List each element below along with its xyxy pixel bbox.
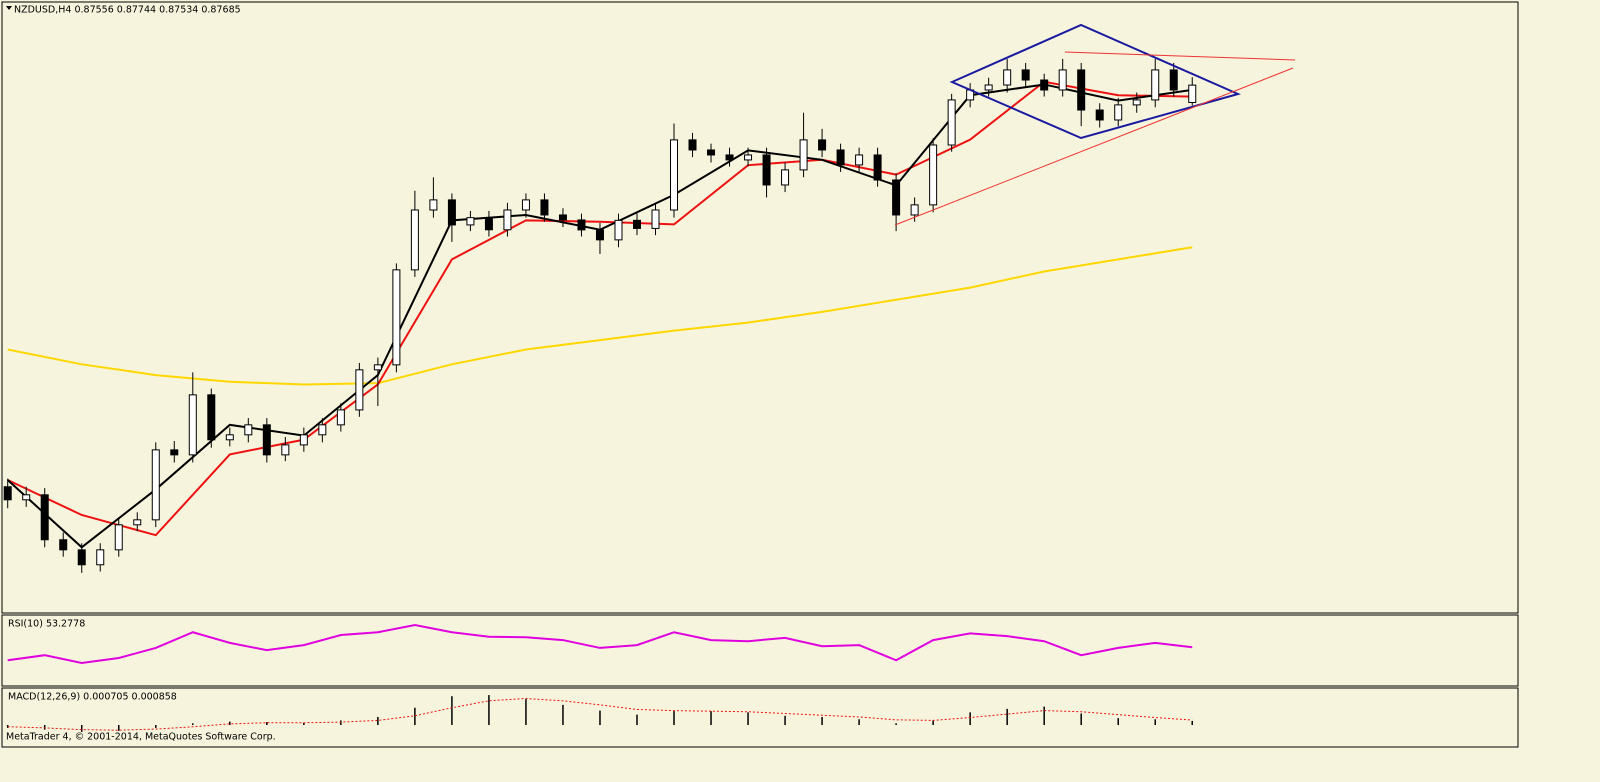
candle-body (151, 449, 160, 521)
candle-body (1058, 69, 1067, 91)
candle-body (781, 169, 790, 186)
candle-body (540, 199, 549, 216)
candle-body (836, 149, 845, 166)
macd-signal (7, 698, 1193, 731)
moving-average (7, 80, 1193, 537)
candle-body (1003, 69, 1012, 86)
marks-layer (3, 58, 1197, 732)
candle-body (725, 154, 734, 161)
candle-body (614, 219, 623, 241)
candle-body (225, 434, 234, 441)
candle-body (762, 154, 771, 186)
candle-body (392, 269, 401, 366)
candle-body (558, 214, 567, 221)
candle-body (1132, 99, 1141, 106)
candle-body (929, 144, 938, 206)
candle-body (410, 209, 419, 271)
candle-body (207, 394, 216, 441)
candle-body (484, 217, 493, 231)
candle-body (984, 84, 993, 91)
candle-body (281, 444, 290, 456)
candle-body (170, 449, 179, 456)
candle-body (447, 199, 456, 226)
symbol-header: NZDUSD,H4 0.87556 0.87744 0.87534 0.8768… (14, 5, 241, 16)
candle-body (188, 394, 197, 456)
candle-body (40, 494, 49, 541)
candle-body (1114, 104, 1123, 121)
candle-body (1021, 69, 1030, 81)
candle-body (873, 154, 882, 181)
candle-body (299, 434, 308, 446)
candle-body (1040, 79, 1049, 91)
trend-line (894, 67, 1294, 226)
candle-body (373, 364, 382, 371)
candle-body (632, 219, 641, 229)
candle-body (318, 424, 327, 436)
candle-body (77, 549, 86, 566)
menu-arrow (6, 6, 12, 10)
candle-body (595, 229, 604, 241)
candle-body (910, 204, 919, 216)
candle-body (670, 139, 679, 211)
candle-body (799, 139, 808, 171)
moving-average (7, 246, 1193, 386)
candle-body (651, 209, 660, 229)
candle-body (429, 199, 438, 211)
candle-body (1188, 84, 1197, 103)
candle-body (466, 217, 475, 226)
indicator-title: RSI(10) 53.2778 (8, 619, 85, 630)
rsi-panel (1, 614, 1519, 687)
candle-body (22, 494, 31, 501)
candle-body (577, 219, 586, 231)
candle-body (1169, 69, 1178, 91)
candle-body (262, 424, 271, 456)
candle-body (59, 539, 68, 551)
rsi-line (7, 623, 1193, 665)
macd-panel (1, 687, 1519, 748)
candle-body (503, 209, 512, 231)
candle-body (892, 179, 901, 216)
candle-body (133, 519, 142, 526)
trend-line (1064, 51, 1296, 61)
candle-body (744, 154, 753, 161)
candle-body (688, 139, 697, 151)
indicator-title: MACD(12,26,9) 0.000705 0.000858 (8, 692, 177, 703)
candle-body (96, 549, 105, 566)
candle-body (818, 139, 827, 151)
candle-body (947, 99, 956, 146)
candle-body (244, 424, 253, 436)
candle-body (3, 486, 12, 501)
main-panel (1, 1, 1519, 614)
candle-body (114, 524, 123, 551)
candle-body (855, 154, 864, 166)
candle-body (336, 409, 345, 426)
diamond-pattern (949, 23, 1241, 140)
copyright: MetaTrader 4, © 2001-2014, MetaQuotes So… (6, 732, 276, 743)
candle-body (1077, 69, 1086, 111)
candle-body (707, 149, 716, 156)
candle-body (1151, 69, 1160, 101)
candle-body (355, 369, 364, 411)
candle-body (1095, 109, 1104, 121)
labels-layer: RSI(10) 53.2778 MACD(12,26,9) 0.000705 0.… (8, 619, 177, 703)
candle-body (521, 199, 530, 211)
